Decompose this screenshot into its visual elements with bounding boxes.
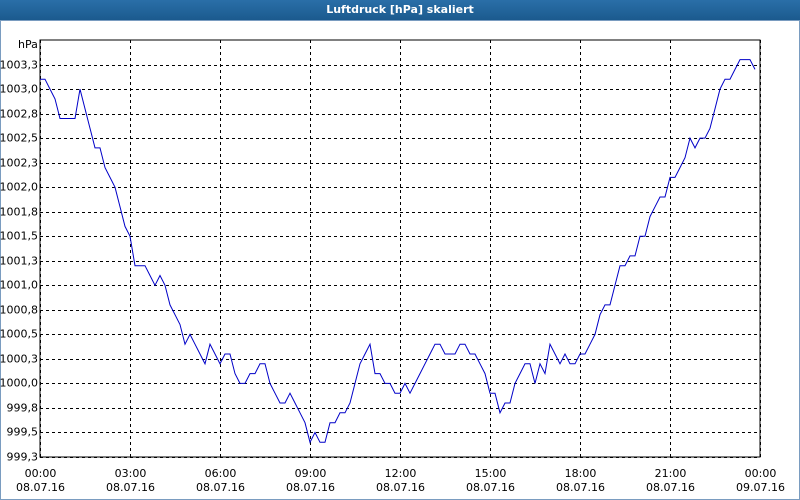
- y-tick-label: 1001,3: [0, 255, 38, 268]
- data-line: [40, 59, 756, 444]
- y-tick-label: 1001,0: [0, 279, 38, 292]
- x-tick-label: 00:00 08.07.16: [16, 467, 65, 494]
- x-tick-label: 06:00 08.07.16: [196, 467, 245, 494]
- y-tick-label: 1003,0: [0, 83, 38, 96]
- x-tick-label: 00:00 09.07.16: [736, 467, 785, 494]
- y-tick-label: 1002,3: [0, 157, 38, 170]
- x-tick-label: 15:00 08.07.16: [466, 467, 515, 494]
- x-tick-label: 21:00 08.07.16: [646, 467, 695, 494]
- y-tick-label: 1000,8: [0, 304, 38, 317]
- y-tick-label: 1002,0: [0, 181, 38, 194]
- y-tick-label: 999,3: [7, 451, 39, 464]
- y-tick-label: 1000,5: [0, 328, 38, 341]
- title-bar: Luftdruck [hPa] skaliert: [0, 0, 800, 20]
- y-tick-label: 1000,0: [0, 377, 38, 390]
- y-tick-label: 1003,3: [0, 59, 38, 72]
- x-tick-label: 12:00 08.07.16: [376, 467, 425, 494]
- y-tick-label: 1000,3: [0, 353, 38, 366]
- y-tick-label: 1002,8: [0, 108, 38, 121]
- x-tick-label: 18:00 08.07.16: [556, 467, 605, 494]
- x-tick-label: 03:00 08.07.16: [106, 467, 155, 494]
- x-tick-label: 09:00 08.07.16: [286, 467, 335, 494]
- y-tick-label: 999,8: [7, 402, 39, 415]
- y-axis-label: hPa: [18, 38, 38, 51]
- y-tick-label: 1001,8: [0, 206, 38, 219]
- y-tick-label: 1002,5: [0, 132, 38, 145]
- y-tick-label: 999,5: [7, 426, 39, 439]
- y-tick-label: 1001,5: [0, 230, 38, 243]
